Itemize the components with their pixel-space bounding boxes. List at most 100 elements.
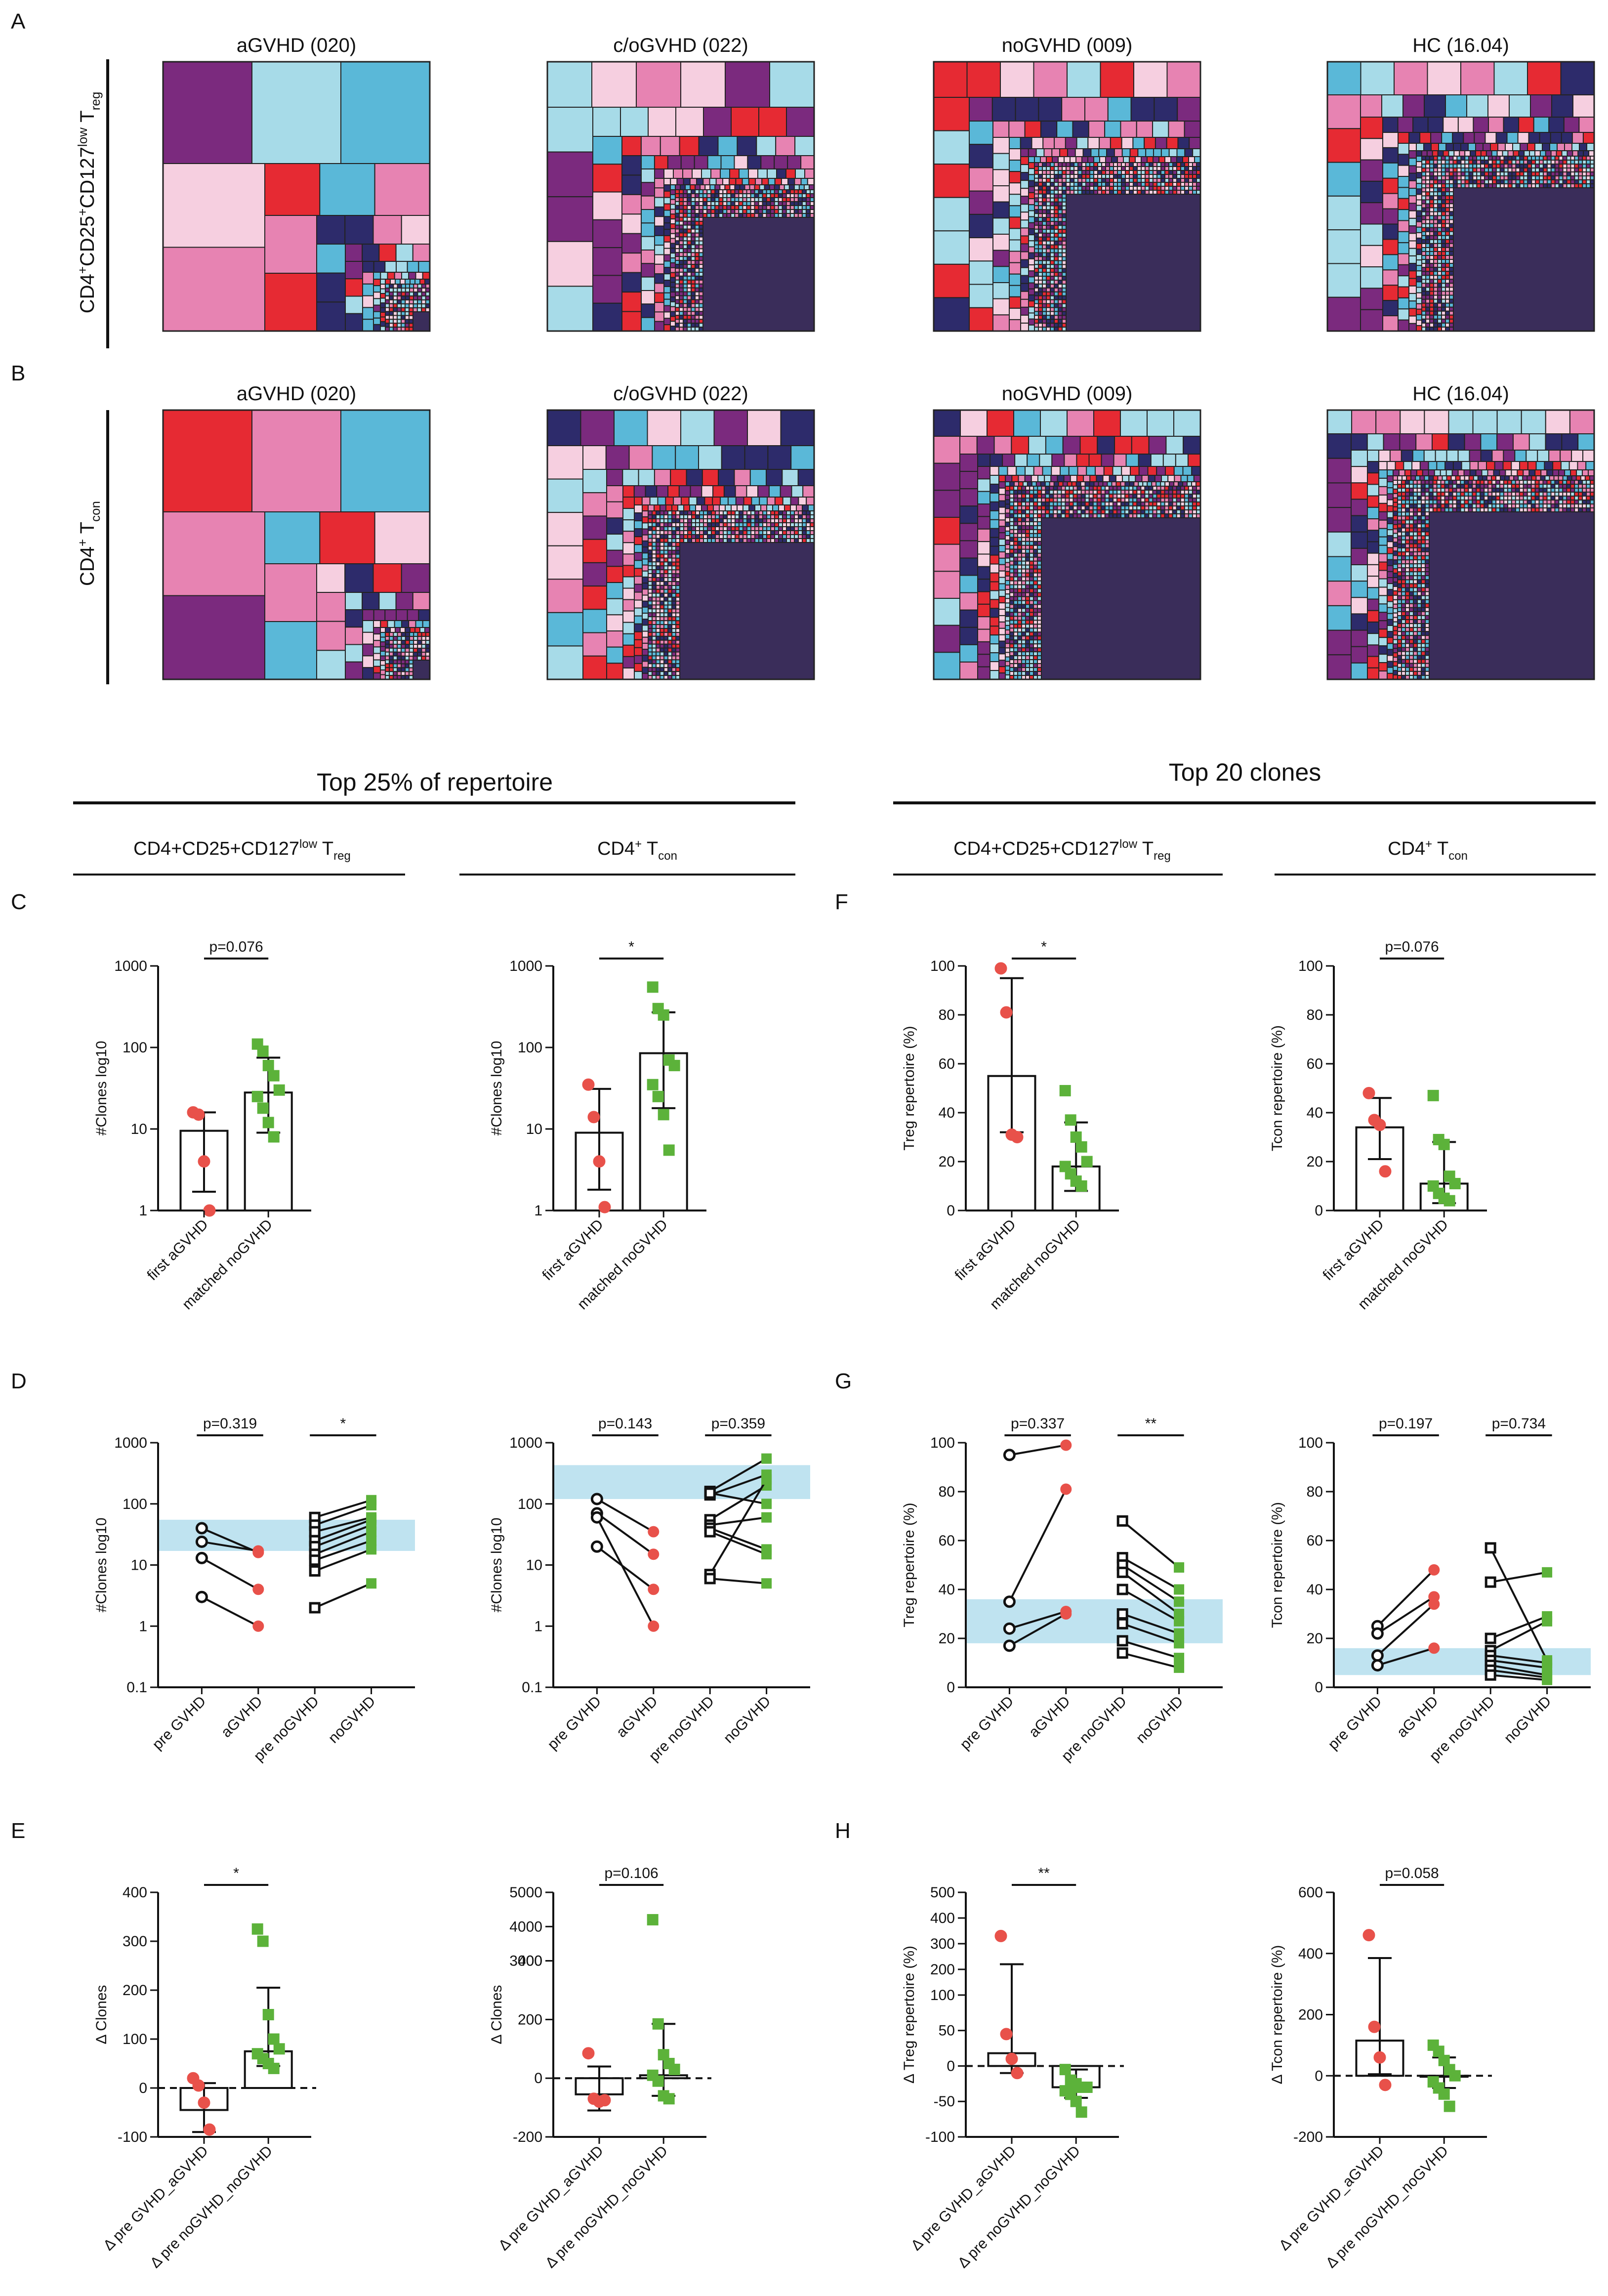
treemap-cell bbox=[1005, 553, 1010, 559]
treemap-cell bbox=[750, 209, 755, 214]
treemap-cell bbox=[695, 216, 700, 222]
treemap-cell bbox=[1058, 217, 1063, 222]
treemap-cell bbox=[683, 216, 688, 222]
treemap-cell bbox=[1408, 285, 1417, 294]
treemap-cell bbox=[606, 469, 623, 486]
treemap-cell bbox=[1419, 461, 1429, 470]
treemap-cell bbox=[1548, 117, 1565, 133]
treemap-cell bbox=[1507, 484, 1512, 489]
treemap-cell bbox=[1021, 616, 1026, 621]
treemap-cell bbox=[683, 256, 688, 261]
treemap-cell bbox=[1433, 175, 1438, 181]
treemap-cell bbox=[1141, 178, 1146, 183]
treemap-cell bbox=[1412, 484, 1418, 489]
treemap-cell bbox=[1046, 315, 1051, 320]
treemap-cell bbox=[1515, 179, 1521, 184]
treemap-cell bbox=[606, 582, 623, 599]
treemap-cell bbox=[1360, 94, 1382, 118]
treemap-cell bbox=[1558, 175, 1564, 180]
treemap-cell bbox=[1433, 298, 1438, 304]
treemap-cell bbox=[735, 178, 743, 185]
treemap-cell bbox=[1066, 194, 1201, 332]
treemap-cell bbox=[1577, 150, 1584, 157]
treemap-cell bbox=[959, 488, 978, 507]
treemap-cell bbox=[754, 530, 759, 535]
treemap-cell bbox=[621, 233, 642, 254]
treemap-cell bbox=[1484, 164, 1489, 168]
treemap-cell bbox=[1145, 186, 1150, 191]
treemap-cell bbox=[634, 615, 643, 625]
treemap-cell bbox=[1398, 187, 1409, 199]
treemap-cell bbox=[1428, 480, 1434, 485]
treemap-cell bbox=[1097, 178, 1102, 183]
treemap-cell bbox=[362, 244, 380, 262]
treemap-cell bbox=[1017, 533, 1022, 538]
treemap-cell bbox=[1429, 191, 1434, 197]
treemap-cell bbox=[656, 620, 660, 626]
treemap-cell bbox=[1009, 160, 1021, 172]
treemap-cell bbox=[663, 667, 668, 672]
treemap-cell bbox=[642, 528, 649, 536]
treemap-cell bbox=[1052, 156, 1059, 163]
treemap-cell bbox=[652, 608, 657, 614]
treemap-cell bbox=[679, 303, 684, 308]
treemap-cell bbox=[1054, 291, 1059, 296]
treemap-cell bbox=[701, 504, 708, 511]
treemap-cell bbox=[1084, 481, 1090, 487]
treemap-cell bbox=[1076, 498, 1082, 502]
treemap-cell bbox=[1488, 183, 1493, 188]
treemap-cell bbox=[1429, 227, 1434, 232]
treemap-cell bbox=[724, 184, 731, 190]
treemap-cell bbox=[1025, 663, 1030, 668]
treemap-cell bbox=[710, 209, 716, 214]
treemap-cell bbox=[1425, 243, 1430, 249]
treemap-cell bbox=[1523, 484, 1528, 489]
treemap-cell bbox=[1491, 167, 1497, 172]
treemap-cell bbox=[1360, 266, 1383, 289]
treemap-cell bbox=[1351, 482, 1368, 500]
treemap-cell bbox=[1527, 171, 1532, 176]
treemap-cell bbox=[808, 184, 815, 190]
treemap-cell bbox=[1058, 229, 1063, 234]
treemap-cell bbox=[393, 311, 398, 316]
treemap-cell bbox=[1013, 592, 1018, 597]
treemap-cell bbox=[969, 121, 993, 145]
treemap-cell bbox=[1014, 454, 1028, 467]
treemap-cell bbox=[1401, 543, 1406, 548]
treemap-cell bbox=[1429, 219, 1434, 224]
treemap-cell bbox=[648, 612, 653, 618]
treemap-cell bbox=[1393, 661, 1398, 667]
treemap-cell bbox=[1168, 186, 1173, 191]
treemap-cell bbox=[401, 652, 406, 657]
treemap-cell bbox=[691, 315, 696, 320]
treemap-cell bbox=[648, 627, 653, 633]
treemap-cell bbox=[1054, 283, 1059, 289]
treemap-cell bbox=[679, 315, 684, 320]
treemap-cell bbox=[1046, 170, 1051, 175]
treemap-cell bbox=[695, 197, 700, 202]
treemap-cell bbox=[1433, 255, 1438, 260]
treemap-cell bbox=[675, 526, 680, 531]
treemap-cell bbox=[1367, 484, 1379, 497]
treemap-cell bbox=[1071, 481, 1077, 487]
treemap-cell bbox=[1028, 294, 1035, 302]
treemap-cell bbox=[695, 307, 700, 312]
treemap-cell bbox=[251, 410, 341, 512]
treemap-cell bbox=[774, 197, 779, 202]
treemap-cell bbox=[1028, 282, 1035, 290]
treemap-cell bbox=[1464, 175, 1470, 180]
treemap-cell bbox=[1180, 498, 1185, 502]
treemap-cell bbox=[1073, 166, 1078, 171]
treemap-cell bbox=[687, 264, 692, 269]
treemap-cell bbox=[1401, 555, 1406, 561]
treemap-cell bbox=[1013, 671, 1018, 676]
treemap-cell bbox=[1519, 179, 1525, 184]
treemap-cell bbox=[1445, 322, 1450, 328]
treemap-cell bbox=[656, 627, 660, 633]
treemap-cell bbox=[1487, 160, 1493, 165]
treemap-cell bbox=[762, 510, 767, 515]
treemap-cell bbox=[1550, 132, 1562, 144]
panel-letter-c: C bbox=[11, 890, 27, 914]
treemap-cell bbox=[663, 526, 668, 531]
treemap-cell bbox=[405, 656, 410, 661]
